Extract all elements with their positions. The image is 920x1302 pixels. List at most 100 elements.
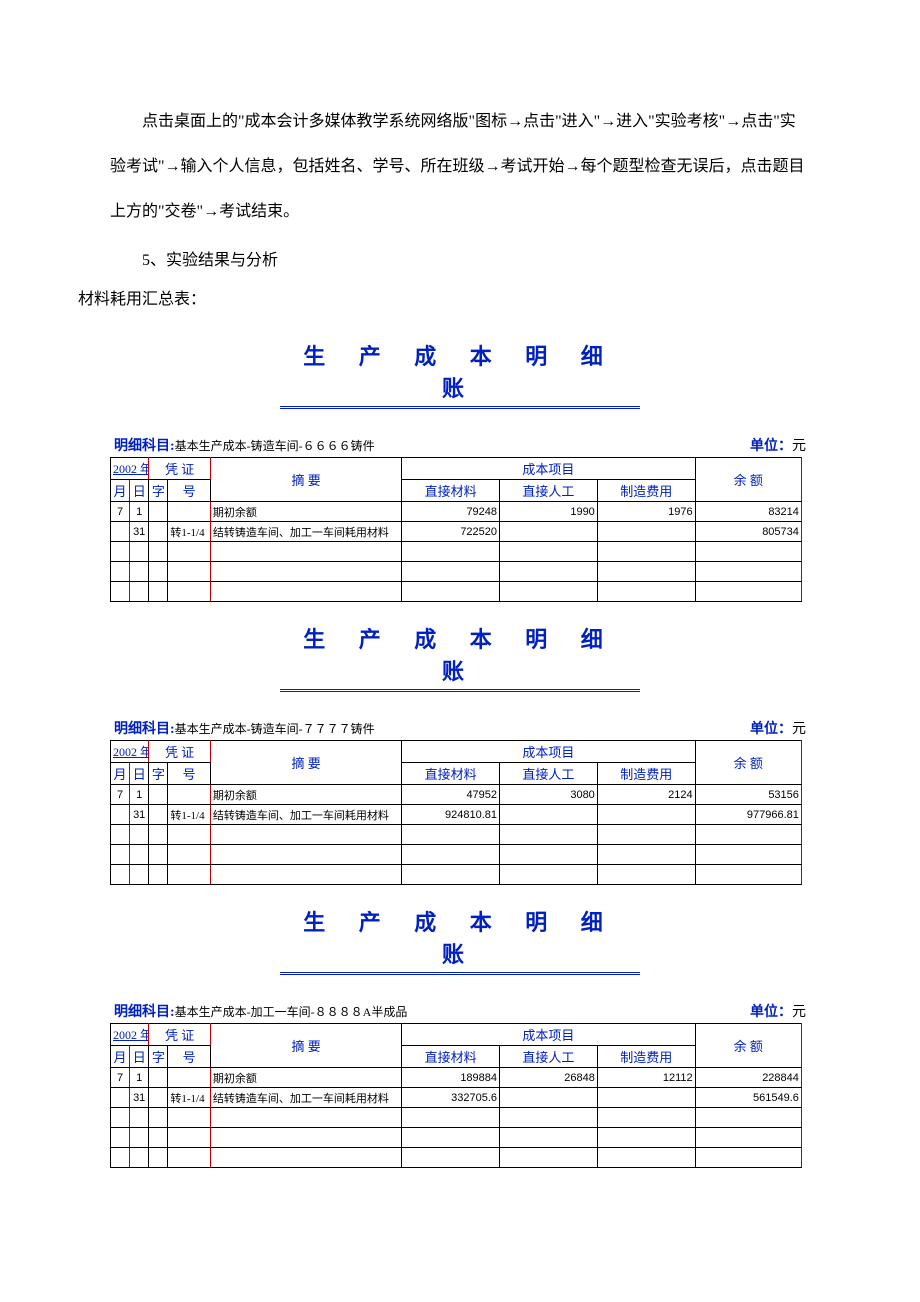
cell-direct-labor [500, 522, 598, 542]
header-month: 月 [111, 480, 130, 502]
header-tail [801, 741, 810, 785]
cell-direct-labor [500, 825, 598, 845]
cell-day [130, 562, 149, 582]
cell-summary: 期初余额 [210, 1068, 401, 1088]
cell-day: 1 [130, 785, 149, 805]
cell-zi [149, 1108, 168, 1128]
cell-tail [801, 1068, 810, 1088]
cell-zi [149, 1148, 168, 1168]
cell-tail [801, 542, 810, 562]
cell-hao [168, 582, 211, 602]
cell-direct-labor [500, 1128, 598, 1148]
cell-direct-material: 79248 [402, 502, 500, 522]
ledger-header: 明细科目:基本生产成本-铸造车间-６６６６铸件 单位：元 [110, 435, 810, 457]
cell-hao: 转1-1/4 [168, 805, 211, 825]
cell-balance: 53156 [695, 785, 801, 805]
cell-direct-labor [500, 805, 598, 825]
header-row-1: 2002 年 凭 证 摘 要 成本项目 余 额 [111, 458, 811, 480]
cell-balance [695, 1128, 801, 1148]
cell-hao [168, 1108, 211, 1128]
cell-month [111, 1128, 130, 1148]
header-day: 日 [130, 480, 149, 502]
cell-direct-labor [500, 582, 598, 602]
cell-hao [168, 562, 211, 582]
unit-label: 单位：元 [750, 1001, 806, 1021]
subject-detail: 基本生产成本-铸造车间-７７７７铸件 [175, 722, 375, 736]
header-year: 2002 年 [111, 741, 149, 763]
table-row: 31 转1-1/4 结转铸造车间、加工一车间耗用材料 722520 805734 [111, 522, 811, 542]
cell-direct-labor [500, 1148, 598, 1168]
subject-label: 明细科目:基本生产成本-加工一车间-８８８８A半成品 [114, 1001, 407, 1021]
ledger-block: 生 产 成 本 明 细 账 明细科目:基本生产成本-铸造车间-７７７７铸件 单位… [110, 622, 810, 885]
cell-manufacturing [597, 825, 695, 845]
cell-balance [695, 542, 801, 562]
cell-direct-material [402, 542, 500, 562]
table-row: 7 1 期初余额 47952 3080 2124 53156 [111, 785, 811, 805]
header-tail [801, 458, 810, 502]
cell-zi [149, 865, 168, 885]
header-zi: 字 [149, 480, 168, 502]
cell-balance [695, 1108, 801, 1128]
cell-month [111, 845, 130, 865]
table-row: 31 转1-1/4 结转铸造车间、加工一车间耗用材料 332705.6 5615… [111, 1088, 811, 1108]
cell-zi [149, 1068, 168, 1088]
header-zi: 字 [149, 1046, 168, 1068]
header-month: 月 [111, 1046, 130, 1068]
cell-day: 1 [130, 1068, 149, 1088]
ledger-title: 生 产 成 本 明 细 账 [280, 339, 640, 409]
intro-subtitle: 材料耗用汇总表： [78, 281, 810, 319]
header-manufacturing: 制造费用 [597, 480, 695, 502]
header-direct-material: 直接材料 [402, 1046, 500, 1068]
cell-direct-material: 47952 [402, 785, 500, 805]
cell-balance [695, 1148, 801, 1168]
cell-month [111, 522, 130, 542]
cell-summary [210, 825, 401, 845]
cell-summary: 期初余额 [210, 785, 401, 805]
unit-label: 单位：元 [750, 435, 806, 455]
cell-tail [801, 522, 810, 542]
cell-month [111, 582, 130, 602]
cell-month [111, 1088, 130, 1108]
header-tail [801, 1024, 810, 1068]
cell-summary [210, 582, 401, 602]
cell-hao [168, 825, 211, 845]
cell-direct-labor [500, 542, 598, 562]
cell-manufacturing [597, 1148, 695, 1168]
header-manufacturing: 制造费用 [597, 1046, 695, 1068]
cell-summary [210, 865, 401, 885]
cell-direct-labor: 26848 [500, 1068, 598, 1088]
cell-hao [168, 865, 211, 885]
cell-summary [210, 1108, 401, 1128]
cell-direct-material: 722520 [402, 522, 500, 542]
header-manufacturing: 制造费用 [597, 763, 695, 785]
header-cost-items: 成本项目 [402, 741, 695, 763]
cell-zi [149, 1088, 168, 1108]
subject-detail: 基本生产成本-铸造车间-６６６６铸件 [175, 439, 375, 453]
table-row [111, 845, 811, 865]
cell-balance: 561549.6 [695, 1088, 801, 1108]
table-row [111, 542, 811, 562]
header-balance: 余 额 [695, 458, 801, 502]
table-row: 7 1 期初余额 79248 1990 1976 83214 [111, 502, 811, 522]
cell-day: 1 [130, 502, 149, 522]
ledger-title: 生 产 成 本 明 细 账 [280, 622, 640, 692]
cell-summary [210, 1148, 401, 1168]
ledger-table: 2002 年 凭 证 摘 要 成本项目 余 额 月 日 字 号 直接材料 直接人… [110, 740, 810, 885]
header-row-1: 2002 年 凭 证 摘 要 成本项目 余 额 [111, 1024, 811, 1046]
table-row: 31 转1-1/4 结转铸造车间、加工一车间耗用材料 924810.81 977… [111, 805, 811, 825]
ledger-header: 明细科目:基本生产成本-铸造车间-７７７７铸件 单位：元 [110, 718, 810, 740]
table-row [111, 562, 811, 582]
cell-tail [801, 1128, 810, 1148]
cell-summary [210, 1128, 401, 1148]
cell-manufacturing: 1976 [597, 502, 695, 522]
header-cost-items: 成本项目 [402, 1024, 695, 1046]
table-row [111, 865, 811, 885]
header-hao: 号 [168, 1046, 211, 1068]
ledger-header: 明细科目:基本生产成本-加工一车间-８８８８A半成品 单位：元 [110, 1001, 810, 1023]
cell-direct-material [402, 865, 500, 885]
cell-direct-material [402, 582, 500, 602]
cell-month [111, 805, 130, 825]
cell-direct-labor [500, 845, 598, 865]
cell-day [130, 1108, 149, 1128]
table-row [111, 1108, 811, 1128]
